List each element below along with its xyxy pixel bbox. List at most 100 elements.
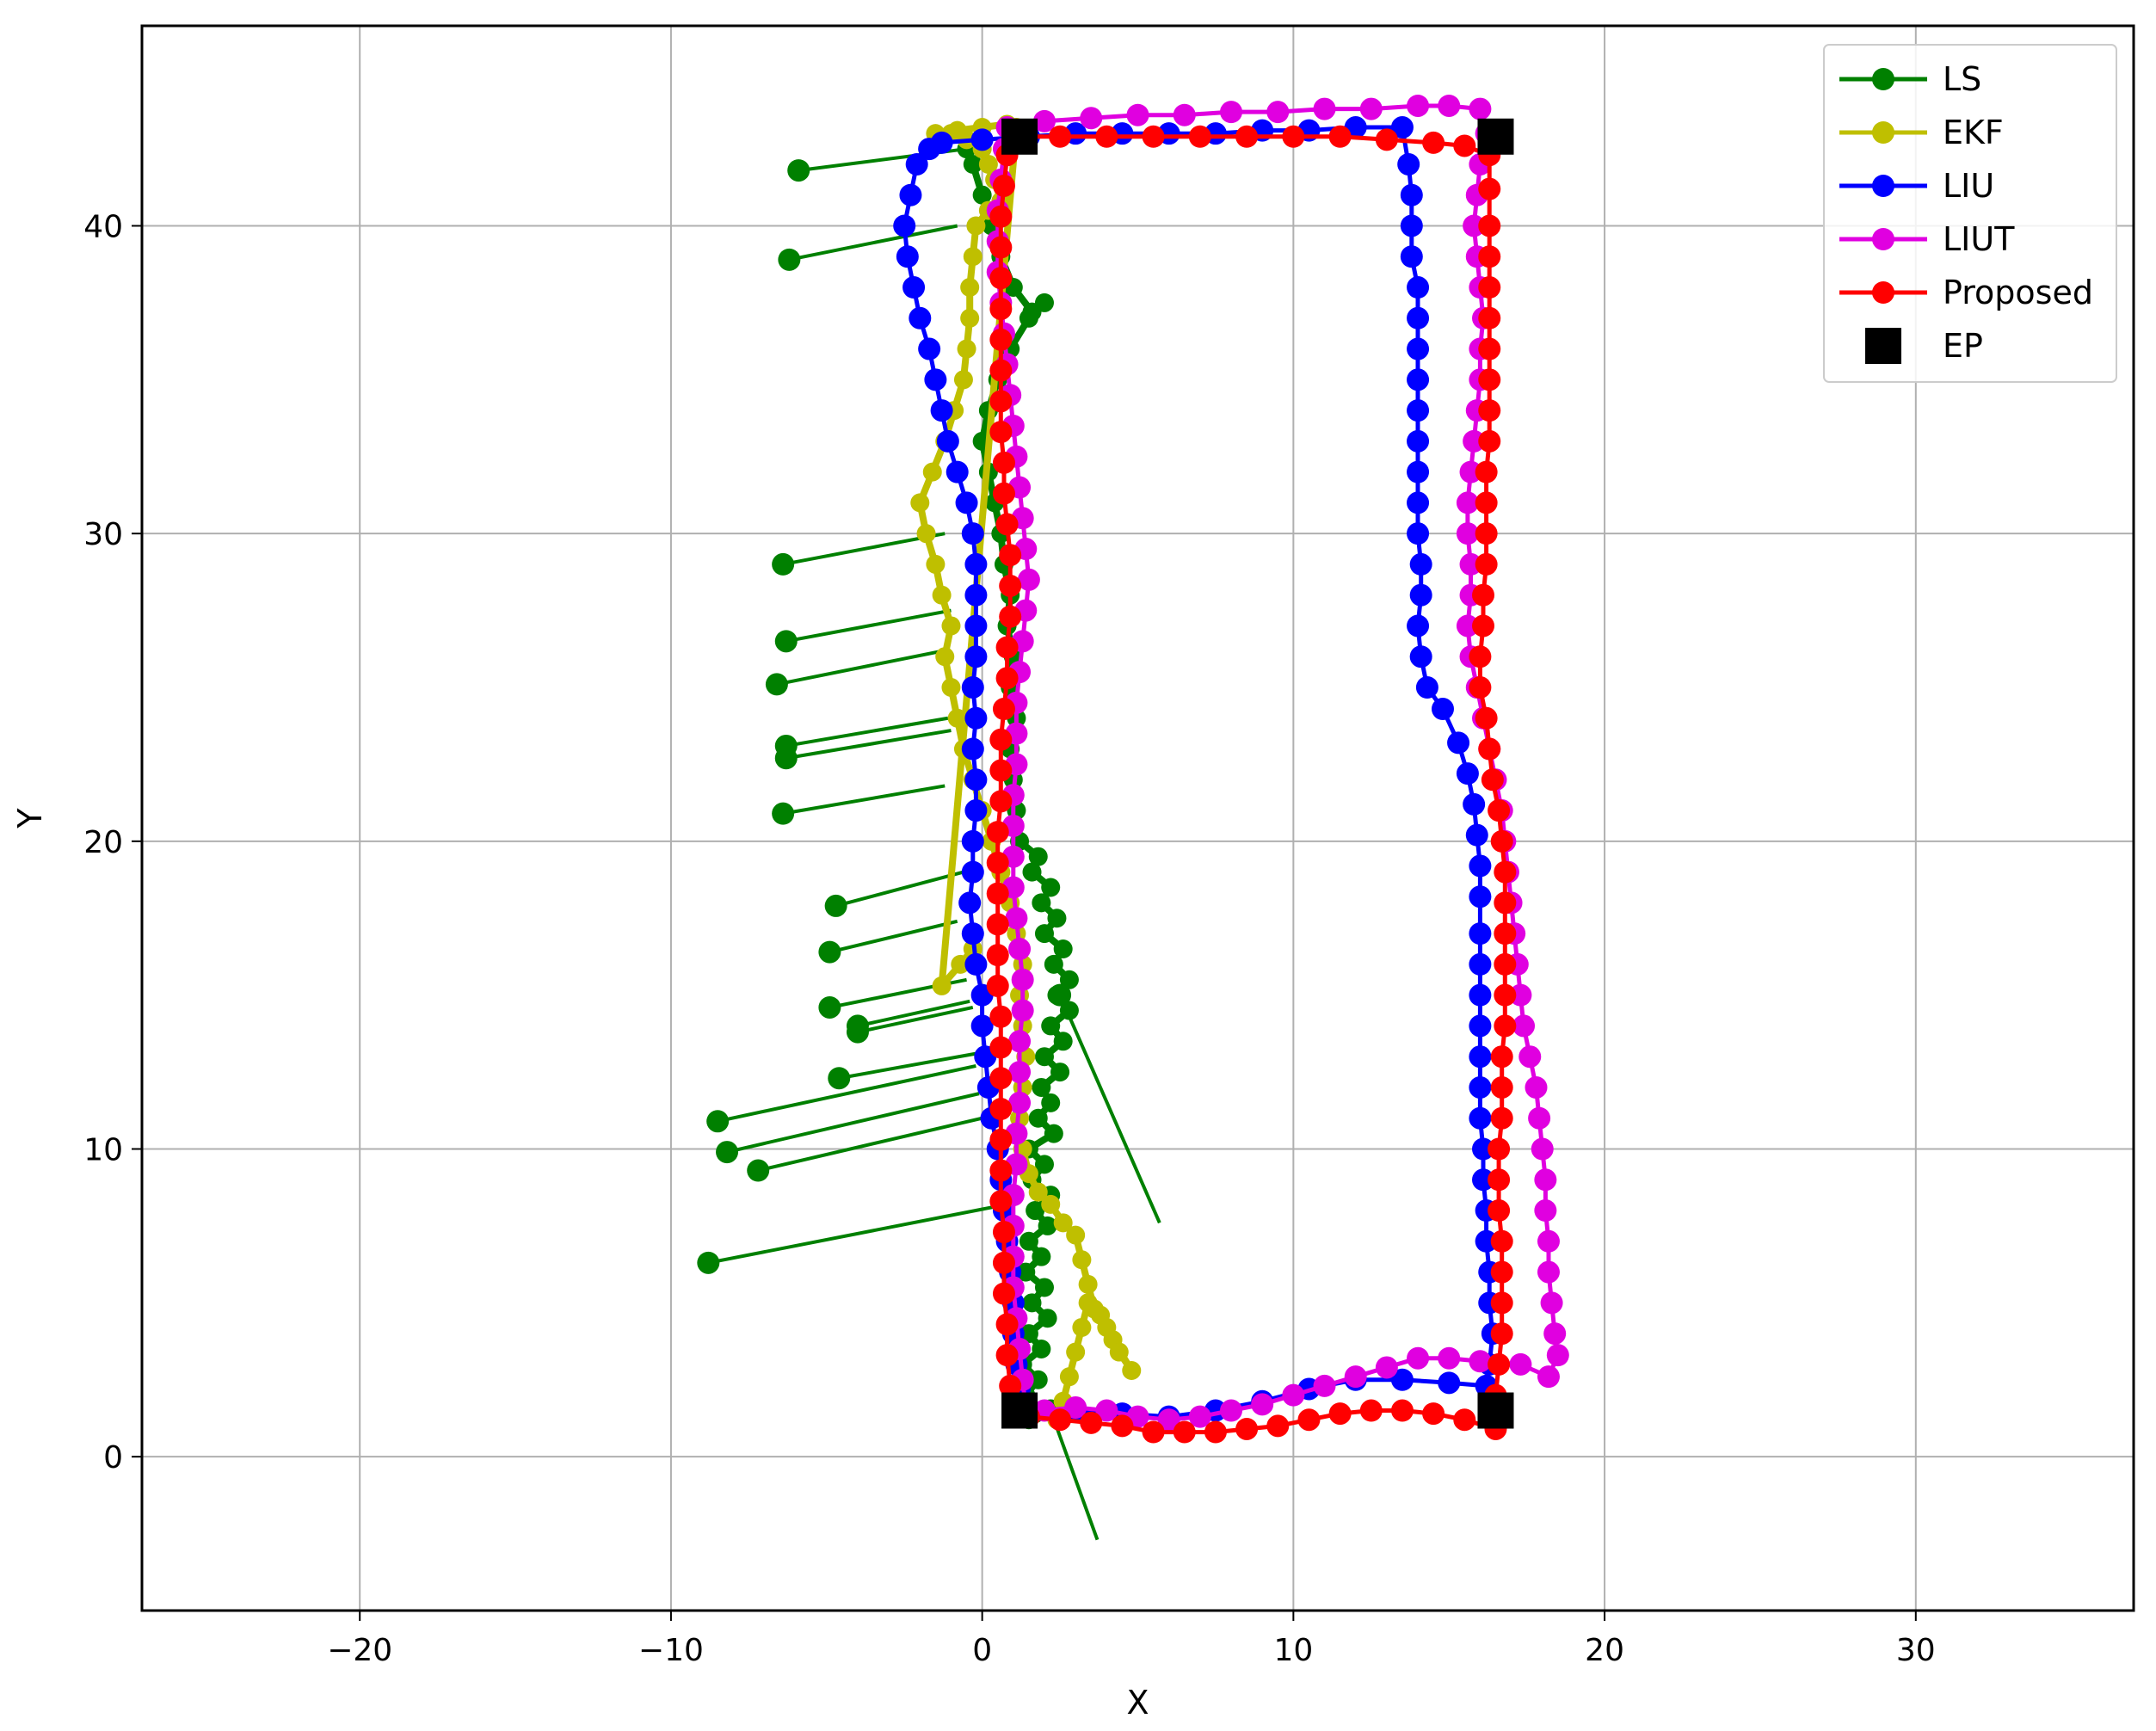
ekf-point	[947, 708, 967, 728]
liu-point	[1400, 183, 1423, 206]
liu-point	[1390, 116, 1414, 139]
ekf-point	[966, 216, 986, 236]
ekf-point	[926, 554, 946, 574]
proposed-point	[995, 667, 1019, 690]
legend-entry-ep: EP	[1865, 327, 1983, 365]
ls-point	[1028, 847, 1048, 866]
ls-point	[1038, 1216, 1057, 1235]
liu-point	[1407, 337, 1430, 360]
proposed-point	[1472, 583, 1495, 607]
liut-point	[1313, 97, 1336, 120]
proposed-point	[1475, 706, 1498, 730]
outlier-segment	[835, 870, 964, 908]
proposed-point	[986, 974, 1009, 997]
liu-point	[1475, 1229, 1498, 1253]
liut-point	[1512, 1014, 1536, 1038]
ls-point	[1019, 1231, 1038, 1251]
y-axis-label: Y	[11, 808, 49, 829]
liut-point	[1008, 1030, 1032, 1053]
liu-point	[964, 706, 988, 730]
proposed-point	[986, 851, 1009, 874]
liut-point	[1095, 1399, 1118, 1422]
liu-point	[961, 522, 984, 545]
liu-point	[924, 368, 947, 391]
liu-point	[1469, 885, 1492, 909]
legend-entry-ekf: EKF	[1839, 114, 2004, 151]
ekf-point	[916, 524, 936, 544]
liu-point	[936, 429, 959, 453]
ls-point	[1034, 924, 1054, 944]
ekf-point	[1122, 1361, 1142, 1381]
liut-point	[1543, 1322, 1567, 1346]
proposed-point	[986, 913, 1009, 936]
ep-marker	[1477, 118, 1514, 155]
ls-point	[1022, 1293, 1042, 1313]
liu-point	[1472, 1137, 1495, 1161]
proposed-point	[992, 1251, 1015, 1274]
liu-point	[1469, 952, 1492, 976]
outlier-segment	[857, 1006, 974, 1034]
proposed-point	[989, 267, 1013, 290]
ls-point	[1041, 878, 1061, 897]
liu-point	[1469, 1106, 1492, 1130]
legend-label: LIU	[1943, 167, 1994, 205]
outlier-segment	[788, 224, 958, 262]
ekf-point	[978, 154, 998, 174]
proposed-point	[989, 390, 1013, 413]
liu-point	[961, 737, 984, 761]
proposed-point	[992, 1282, 1015, 1305]
liu-point	[1409, 552, 1432, 576]
liut-point	[1534, 1199, 1557, 1223]
proposed-point	[995, 1344, 1019, 1367]
ekf-point	[960, 278, 980, 298]
proposed-point	[1422, 131, 1445, 154]
liut-point	[1282, 1383, 1305, 1407]
ekf-point	[1028, 1182, 1048, 1202]
proposed-point	[1494, 860, 1517, 884]
liut-point	[1188, 1405, 1211, 1428]
liut-point	[1456, 614, 1479, 638]
liut-point	[1518, 1045, 1542, 1069]
liu-point	[1407, 368, 1430, 391]
proposed-point	[999, 544, 1022, 567]
ls-point	[1034, 1047, 1054, 1067]
y-tick-label: 40	[83, 209, 123, 244]
liu-point	[961, 829, 984, 853]
liu-point	[964, 799, 988, 822]
ls-point	[1016, 1262, 1036, 1282]
outlier-point	[846, 1020, 869, 1044]
x-tick-label: −20	[327, 1633, 392, 1668]
liut-point	[1528, 1106, 1551, 1130]
outlier-point	[765, 673, 788, 696]
ls-point	[1044, 954, 1063, 974]
liut-point	[1463, 214, 1486, 237]
liut-point	[1546, 1344, 1569, 1367]
legend-label: Proposed	[1943, 274, 2093, 311]
liut-point	[1344, 1365, 1367, 1389]
outlier-segment	[707, 1202, 1007, 1265]
liu-point	[1407, 399, 1430, 422]
y-tick-label: 20	[83, 825, 123, 860]
ls-point	[963, 154, 983, 174]
liu-point	[955, 491, 978, 514]
liut-point	[1469, 97, 1492, 120]
liu-point	[1409, 645, 1432, 668]
liu-point	[1431, 698, 1454, 721]
liu-point	[1407, 460, 1430, 484]
outlier-segment	[726, 1092, 980, 1155]
outlier-segment	[1049, 1409, 1100, 1541]
liu-point	[961, 860, 984, 884]
proposed-point	[989, 1128, 1013, 1151]
legend-label: LS	[1943, 60, 1981, 98]
ls-point	[1034, 1278, 1054, 1297]
liut-point	[1509, 1352, 1532, 1376]
liu-point	[909, 306, 932, 330]
ls-point	[1038, 1309, 1057, 1328]
liu-point	[1400, 214, 1423, 237]
liu-point	[1407, 276, 1430, 299]
liu-point	[1469, 922, 1492, 946]
proposed-point	[992, 698, 1015, 721]
ls-point	[1022, 302, 1042, 322]
proposed-point	[1375, 128, 1398, 151]
